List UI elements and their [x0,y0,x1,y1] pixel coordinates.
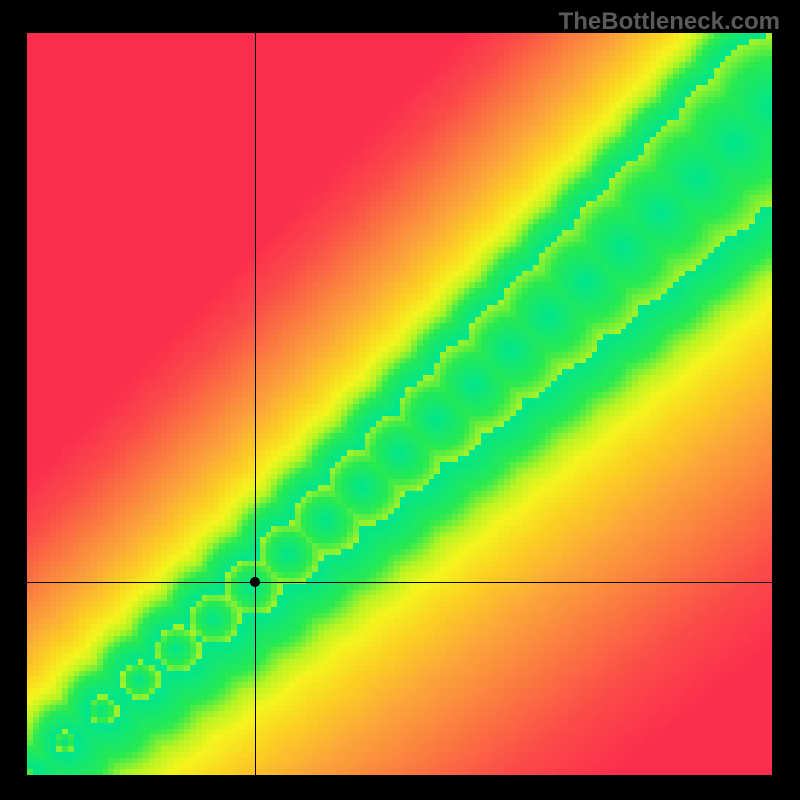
watermark-text: TheBottleneck.com [559,8,780,36]
bottleneck-heatmap [27,33,772,775]
chart-container: { "watermark": { "text": "TheBottleneck.… [0,0,800,800]
